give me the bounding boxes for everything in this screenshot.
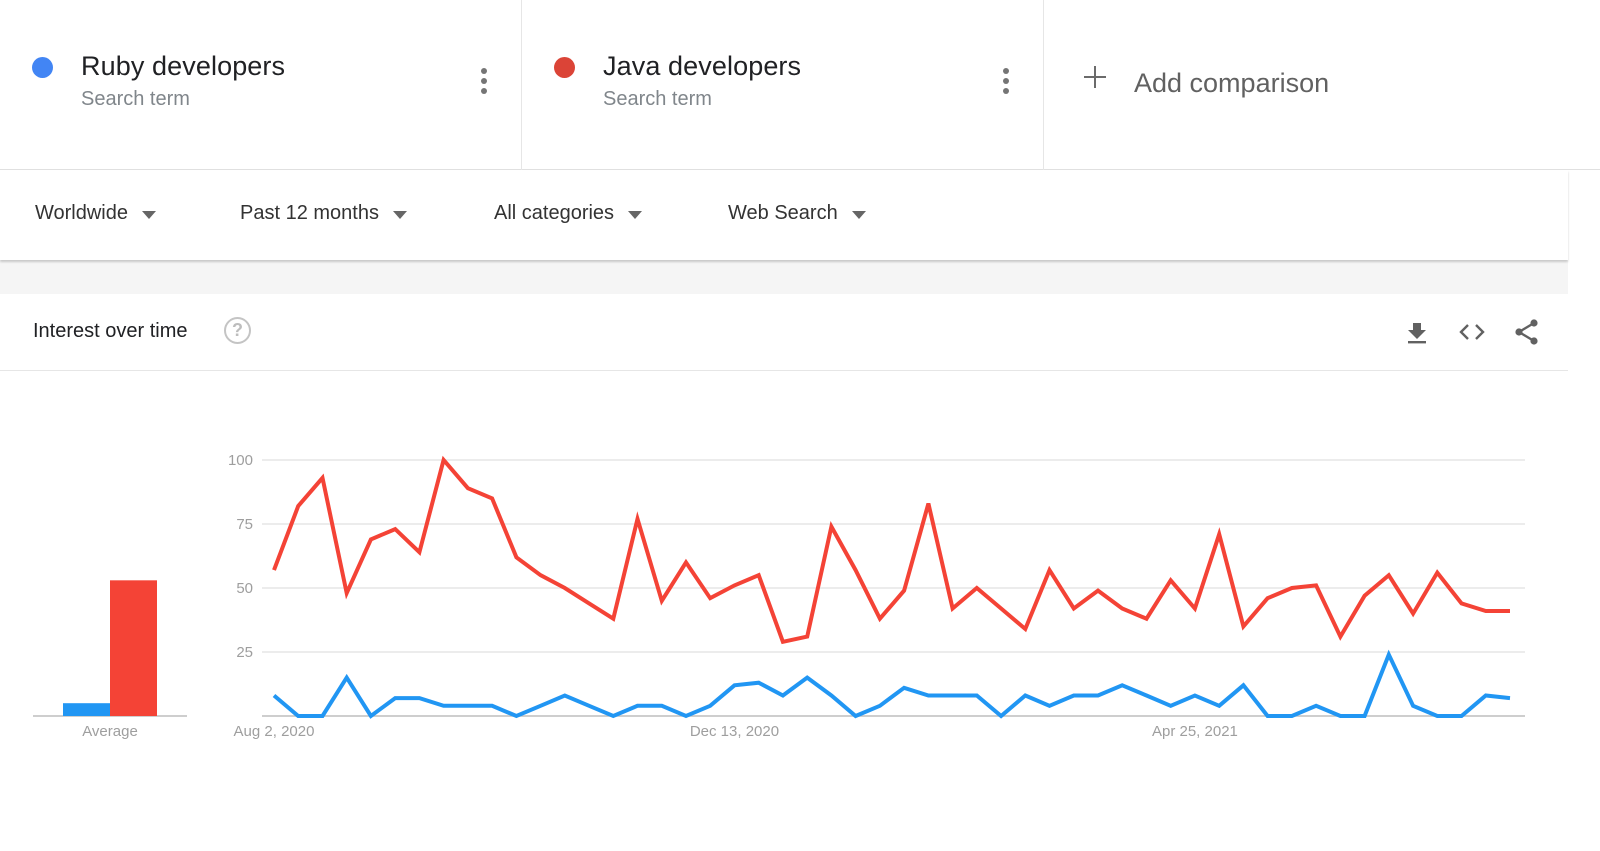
x-tick-label: Dec 13, 2020: [690, 723, 779, 740]
caret-down-icon: [851, 210, 866, 219]
search-term-card-ruby[interactable]: Ruby developers Search term: [0, 0, 522, 170]
search-term-label[interactable]: Java developers: [603, 51, 802, 81]
average-bar-ruby[interactable]: [63, 703, 110, 716]
interest-over-time-chart[interactable]: 25 50 75 100 Aug 2, 2020 Dec 13, 2020 Apr 25, …: [0, 371, 1568, 771]
x-tick-label: Apr 25, 2021: [1152, 723, 1238, 740]
filter-bar: Worldwide Past 12 months All categories …: [0, 170, 1568, 260]
help-circle-icon[interactable]: ?: [224, 317, 251, 344]
series-color-dot: [554, 57, 575, 78]
y-tick-label: 75: [236, 516, 253, 533]
y-tick-label: 25: [236, 644, 253, 661]
time-range-dropdown[interactable]: Past 12 months: [240, 202, 407, 225]
comparison-bar: Ruby developers Search term Java develop…: [0, 0, 1600, 170]
more-vert-icon[interactable]: [479, 68, 489, 94]
category-dropdown[interactable]: All categories: [494, 202, 643, 225]
share-icon[interactable]: [1513, 318, 1541, 346]
search-term-card-java[interactable]: Java developers Search term: [522, 0, 1044, 170]
search-term-label[interactable]: Ruby developers: [81, 51, 286, 81]
caret-down-icon: [142, 210, 156, 219]
average-label: Average: [82, 723, 138, 740]
time-range-dropdown-label: Past 12 months: [240, 202, 379, 224]
y-tick-label: 50: [236, 580, 253, 597]
category-dropdown-label: All categories: [494, 202, 615, 224]
download-icon[interactable]: [1403, 318, 1431, 346]
card-title: Interest over time: [33, 320, 188, 342]
region-dropdown-label: Worldwide: [35, 202, 128, 224]
search-term-type: Search term: [603, 88, 712, 110]
caret-down-icon: [392, 210, 407, 219]
caret-down-icon: [628, 210, 643, 219]
series-line-ruby[interactable]: [272, 649, 1511, 719]
add-comparison-label: Add comparison: [1134, 68, 1330, 98]
section-divider: [0, 260, 1568, 294]
search-type-dropdown[interactable]: Web Search: [728, 202, 866, 225]
interest-over-time-header: Interest over time: [0, 294, 1568, 371]
series-color-dot: [32, 57, 53, 78]
average-bar-java[interactable]: [110, 580, 157, 716]
search-type-dropdown-label: Web Search: [728, 202, 838, 224]
region-dropdown[interactable]: Worldwide: [35, 202, 156, 225]
search-term-type: Search term: [81, 88, 190, 110]
y-tick-label: 100: [228, 452, 253, 469]
x-tick-label: Aug 2, 2020: [234, 723, 315, 740]
series-line-java[interactable]: [272, 455, 1510, 645]
embed-code-icon[interactable]: [1458, 318, 1486, 346]
more-vert-icon[interactable]: [1001, 68, 1011, 94]
plus-icon: [1084, 66, 1106, 88]
add-comparison-button[interactable]: Add comparison: [1044, 0, 1600, 170]
